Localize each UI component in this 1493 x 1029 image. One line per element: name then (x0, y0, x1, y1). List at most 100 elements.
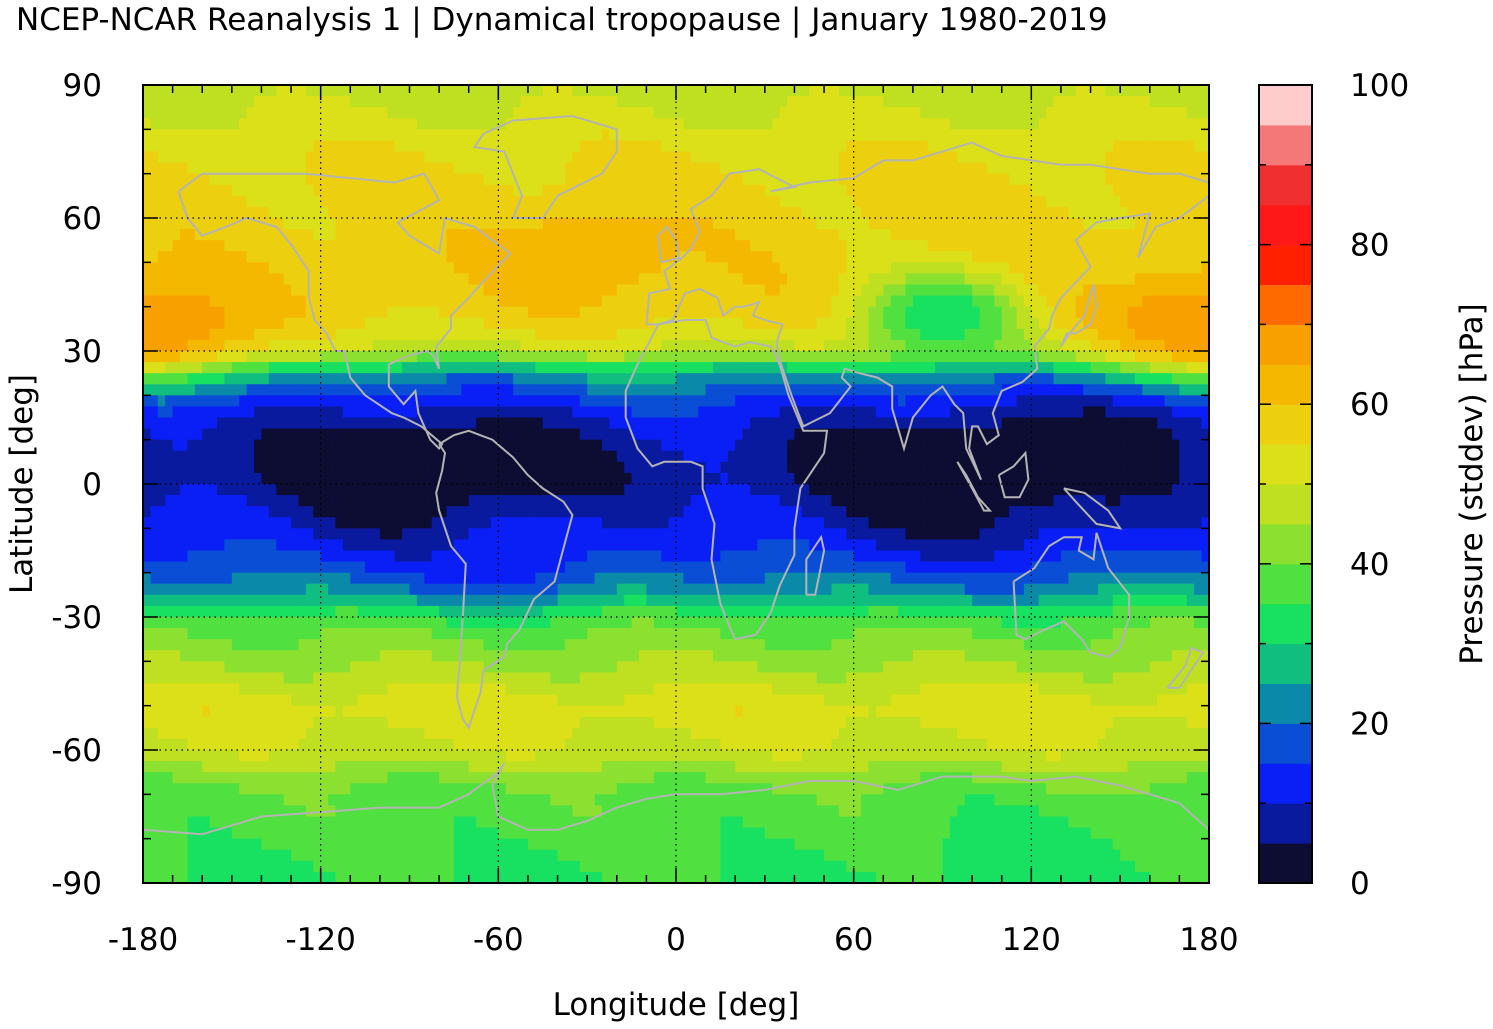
heatmap-cell (498, 107, 507, 119)
heatmap-cell (972, 450, 981, 463)
heatmap-cell (1149, 140, 1158, 153)
heatmap-cell (357, 107, 366, 119)
heatmap-cell (1142, 140, 1151, 153)
heatmap-cell (453, 450, 462, 463)
heatmap-cell (1149, 384, 1158, 396)
heatmap-cell (661, 107, 670, 119)
heatmap-cell (490, 395, 499, 408)
heatmap-cell (750, 395, 759, 408)
heatmap-cell (883, 195, 892, 208)
heatmap-cell (638, 251, 647, 263)
heatmap-cell (453, 362, 462, 374)
heatmap-cell (180, 85, 189, 97)
heatmap-cell (416, 206, 425, 219)
heatmap-cell (357, 450, 366, 463)
heatmap-cell (335, 362, 344, 374)
heatmap-cell (601, 461, 610, 474)
heatmap-cell (757, 295, 766, 308)
heatmap-cell (994, 140, 1003, 153)
heatmap-cell (868, 162, 877, 175)
heatmap-cell (594, 162, 603, 175)
heatmap-cell (616, 251, 625, 263)
heatmap-cell (816, 461, 825, 474)
heatmap-cell (964, 251, 973, 263)
heatmap-cell (668, 107, 677, 119)
heatmap-cell (764, 251, 773, 263)
heatmap-cell (587, 96, 596, 108)
heatmap-cell (779, 306, 788, 319)
heatmap-cell (994, 351, 1003, 363)
heatmap-cell (209, 384, 218, 396)
heatmap-cell (1142, 184, 1151, 197)
heatmap-cell (986, 284, 995, 297)
heatmap-cell (838, 384, 847, 396)
heatmap-cell (557, 195, 566, 208)
heatmap-cell (542, 151, 551, 164)
heatmap-cell (187, 395, 196, 408)
heatmap-cell (579, 96, 588, 108)
heatmap-cell (350, 118, 359, 130)
heatmap-cell (350, 317, 359, 330)
heatmap-cell (742, 384, 751, 396)
heatmap-cell (365, 373, 374, 385)
heatmap-cell (328, 206, 337, 219)
heatmap-cell (172, 406, 181, 419)
heatmap-cell (1009, 351, 1018, 363)
heatmap-cell (513, 450, 522, 463)
heatmap-cell (986, 306, 995, 319)
heatmap-cell (979, 428, 988, 441)
heatmap-cell (239, 339, 248, 352)
heatmap-cell (824, 184, 833, 197)
heatmap-cell (824, 428, 833, 441)
heatmap-cell (335, 373, 344, 385)
heatmap-cell (690, 273, 699, 286)
heatmap-cell (1031, 118, 1040, 130)
heatmap-cell (305, 262, 314, 275)
heatmap-cell (1179, 218, 1188, 230)
heatmap-cell (217, 229, 226, 241)
heatmap-cell (1075, 96, 1084, 108)
heatmap-cell (942, 406, 951, 419)
heatmap-cell (157, 406, 166, 419)
heatmap-cell (291, 284, 300, 297)
heatmap-cell (720, 439, 729, 452)
heatmap-cell (217, 439, 226, 452)
heatmap-cell (898, 362, 907, 374)
heatmap-cell (912, 251, 921, 263)
heatmap-cell (439, 206, 448, 219)
heatmap-cell (180, 251, 189, 263)
heatmap-cell (490, 206, 499, 219)
heatmap-cell (527, 373, 536, 385)
heatmap-cell (564, 118, 573, 130)
heatmap-cell (254, 118, 263, 130)
heatmap-cell (320, 428, 329, 441)
heatmap-cell (875, 229, 884, 241)
heatmap-cell (1157, 162, 1166, 175)
heatmap-cell (779, 417, 788, 430)
heatmap-cell (342, 417, 351, 430)
heatmap-cell (476, 96, 485, 108)
heatmap-cell (1083, 417, 1092, 430)
heatmap-cell (505, 96, 514, 108)
heatmap-cell (920, 317, 929, 330)
heatmap-cell (379, 417, 388, 430)
heatmap-cell (498, 406, 507, 419)
heatmap-cell (713, 140, 722, 153)
heatmap-cell (1142, 118, 1151, 130)
heatmap-cell (224, 351, 233, 363)
heatmap-cell (187, 140, 196, 153)
heatmap-cell (750, 251, 759, 263)
heatmap-cell (942, 129, 951, 142)
heatmap-cell (468, 162, 477, 175)
heatmap-cell (624, 339, 633, 352)
heatmap-cell (801, 384, 810, 396)
heatmap-cell (1142, 428, 1151, 441)
heatmap-cell (1105, 428, 1114, 441)
heatmap-cell (920, 118, 929, 130)
heatmap-cell (490, 96, 499, 108)
heatmap-cell (1134, 206, 1143, 219)
heatmap-cell (461, 406, 470, 419)
heatmap-cell (1023, 317, 1032, 330)
heatmap-cell (883, 373, 892, 385)
heatmap-cell (298, 439, 307, 452)
